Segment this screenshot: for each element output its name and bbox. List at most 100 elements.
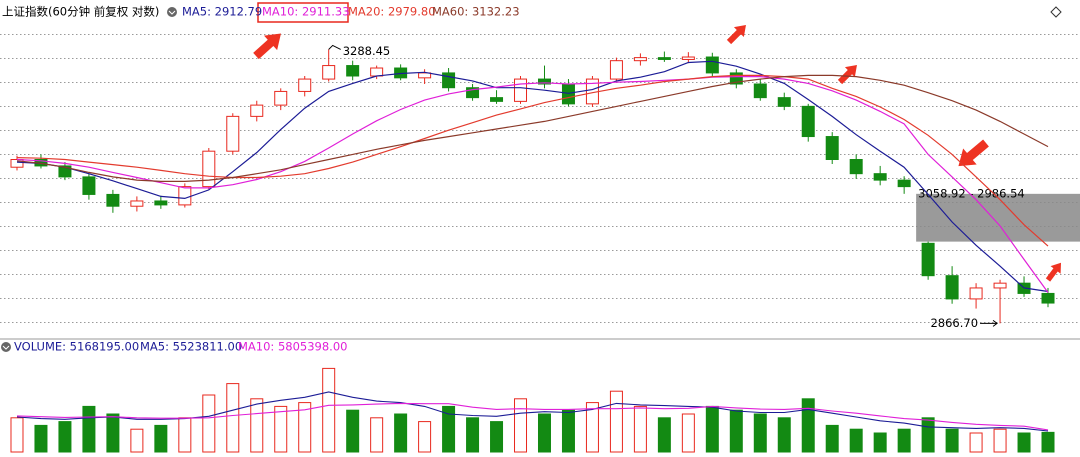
candle-body <box>681 56 695 60</box>
legend-label: MA20: 2979.80 <box>348 5 436 19</box>
candle-body <box>274 90 288 106</box>
legend-label: MA10: 2911.33 <box>262 5 350 19</box>
candle-body <box>346 65 360 77</box>
volume-title: VOLUME: 5168195.00 <box>14 340 139 354</box>
candle-body <box>370 67 384 77</box>
volume-bar <box>298 402 312 453</box>
volume-bar <box>250 398 264 453</box>
candle-body <box>202 150 216 188</box>
candle-body <box>729 72 743 85</box>
menu-icon[interactable] <box>167 7 177 17</box>
candle-body <box>777 97 791 107</box>
candle-body <box>250 104 264 117</box>
candle-body <box>226 115 240 152</box>
diamond-icon[interactable] <box>1050 6 1062 18</box>
candle-body <box>298 78 312 92</box>
volume-ma-line <box>16 402 1049 431</box>
volume-bar <box>993 428 1007 453</box>
ma-line <box>16 74 1049 247</box>
candle-body <box>58 165 72 178</box>
arrow <box>1045 262 1061 282</box>
volume-bar <box>466 417 480 453</box>
gap-box <box>916 193 1080 242</box>
volume-bar <box>585 402 599 453</box>
volume-bar <box>777 417 791 453</box>
candle-body <box>561 83 575 105</box>
legend-label: MA60: 3132.23 <box>432 5 520 19</box>
highlight-box <box>257 2 349 23</box>
volume-bar <box>849 428 863 453</box>
candle-body <box>849 159 863 175</box>
candle-body <box>945 275 959 300</box>
volume-ma-line <box>16 391 1049 432</box>
menu-icon-arrow <box>2 345 10 350</box>
ma-line <box>16 60 1049 293</box>
volume-bar <box>346 409 360 453</box>
chart-title: 上证指数(60分钟 前复权 对数) <box>2 5 159 19</box>
candle-body <box>609 60 623 80</box>
menu-icon-arrow <box>168 10 176 15</box>
volume-bar <box>801 398 815 453</box>
volume-bar <box>274 405 288 453</box>
volume-bar <box>202 394 216 453</box>
ma-line <box>16 74 1049 182</box>
grid-pattern <box>0 20 1080 338</box>
arrow <box>253 33 281 60</box>
volume-bar <box>1041 431 1055 453</box>
volume-bar <box>945 428 959 453</box>
arrow <box>726 25 746 45</box>
candle-body <box>537 78 551 85</box>
volume-bar <box>681 413 695 453</box>
candle-body <box>106 193 120 207</box>
candle-body <box>466 87 480 99</box>
volume-bar <box>609 390 623 453</box>
candle-body <box>993 282 1007 289</box>
volume-bar <box>897 428 911 453</box>
arrow <box>837 65 857 85</box>
candle-body <box>418 72 432 79</box>
volume-bar <box>130 428 144 453</box>
candle-body <box>657 57 671 60</box>
volume-bar <box>106 413 120 453</box>
volume-bar <box>226 383 240 453</box>
volume-bar <box>394 413 408 453</box>
ma-line <box>16 76 1049 293</box>
candle-body <box>1041 292 1055 304</box>
low-label: 2866.70 <box>930 316 978 330</box>
candle-body <box>705 56 719 74</box>
volume-bar <box>705 405 719 453</box>
volume-bar <box>34 424 48 453</box>
legend-label: MA5: 2912.79 <box>182 5 262 19</box>
candle-body <box>514 78 528 102</box>
candle-body <box>82 176 96 195</box>
volume-bar <box>514 398 528 453</box>
volume-bar <box>657 417 671 453</box>
volume-bar <box>178 417 192 453</box>
volume-bar <box>1017 432 1031 453</box>
volume-bar <box>490 421 504 453</box>
volume-bar <box>921 417 935 453</box>
volume-bar <box>633 405 647 453</box>
high-label: 3288.45 <box>343 44 391 58</box>
volume-bar <box>873 432 887 453</box>
arrow <box>958 139 989 167</box>
candle-body <box>130 200 144 207</box>
volume-bar <box>10 417 24 453</box>
high-pointer <box>328 44 341 50</box>
volume-bar <box>58 421 72 453</box>
candle-body <box>897 179 911 188</box>
volume-bar <box>442 405 456 453</box>
candle-body <box>10 159 24 168</box>
candle-body <box>969 287 983 300</box>
volume-bar <box>537 413 551 453</box>
volume-bar <box>418 421 432 453</box>
volume-bar <box>322 367 336 453</box>
menu-icon[interactable] <box>1 342 11 352</box>
candle-body <box>154 200 168 206</box>
legend-label: MA10: 5805398.00 <box>238 340 347 354</box>
candle-body <box>490 97 504 102</box>
low-pointer-head <box>992 319 998 327</box>
candle-body <box>825 136 839 161</box>
volume-bar <box>969 432 983 453</box>
